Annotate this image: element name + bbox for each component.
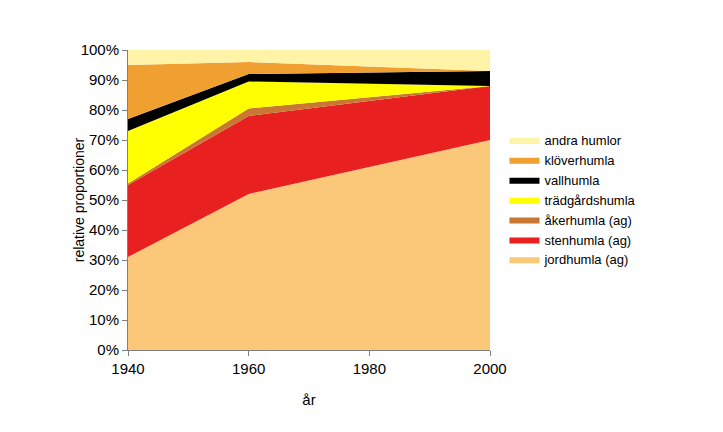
- svg-text:100%: 100%: [81, 41, 119, 58]
- svg-text:10%: 10%: [89, 311, 119, 328]
- svg-text:50%: 50%: [89, 191, 119, 208]
- svg-text:klöverhumla: klöverhumla: [544, 153, 615, 168]
- svg-text:trädgårdshumla: trädgårdshumla: [544, 193, 635, 208]
- svg-text:80%: 80%: [89, 101, 119, 118]
- svg-text:1960: 1960: [232, 360, 265, 377]
- svg-text:1980: 1980: [353, 360, 386, 377]
- svg-text:60%: 60%: [89, 161, 119, 178]
- svg-text:70%: 70%: [89, 131, 119, 148]
- svg-text:2000: 2000: [473, 360, 506, 377]
- svg-text:0%: 0%: [97, 341, 119, 358]
- svg-text:40%: 40%: [89, 221, 119, 238]
- svg-text:år: år: [302, 391, 315, 408]
- svg-text:relative proportioner: relative proportioner: [71, 137, 87, 262]
- svg-text:90%: 90%: [89, 71, 119, 88]
- svg-text:jordhumla (ag): jordhumla (ag): [543, 252, 628, 267]
- svg-text:vallhumla: vallhumla: [544, 173, 600, 188]
- svg-text:30%: 30%: [89, 251, 119, 268]
- svg-text:20%: 20%: [89, 281, 119, 298]
- svg-text:1940: 1940: [111, 360, 144, 377]
- svg-text:stenhumla (ag): stenhumla (ag): [544, 233, 631, 248]
- svg-text:andra humlor: andra humlor: [544, 133, 621, 148]
- svg-text:åkerhumla (ag): åkerhumla (ag): [544, 213, 631, 228]
